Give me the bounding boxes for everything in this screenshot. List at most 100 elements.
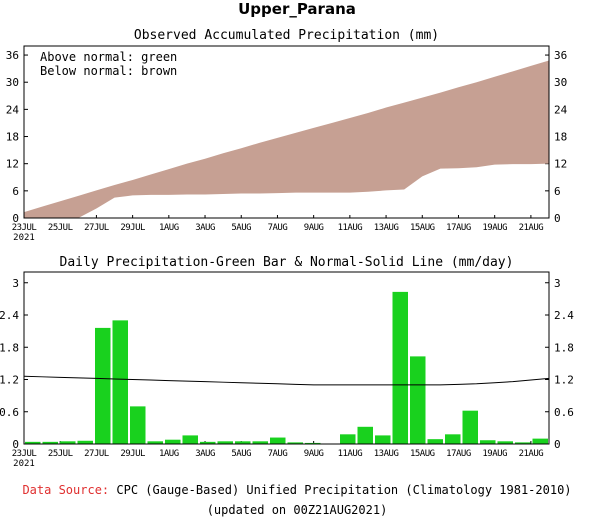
- y-tick-label-right: 12: [554, 158, 567, 171]
- updated-line: (updated on 00Z21AUG2021): [206, 503, 388, 517]
- x-tick-label: 5AUG: [231, 223, 251, 233]
- x-tick-label: 1AUG: [159, 223, 179, 233]
- y-tick-label-left: 0: [12, 438, 19, 451]
- x-tick-label: 3AUG: [195, 223, 215, 233]
- daily-bar: [60, 441, 76, 444]
- y-tick-label-right: 1.2: [554, 374, 574, 387]
- data-source-line: Data Source: CPC (Gauge-Based) Unified P…: [0, 483, 594, 497]
- x-tick-label: 17AUG: [446, 223, 471, 233]
- daily-bar: [25, 441, 41, 444]
- x-tick-label: 21AUG: [519, 449, 544, 459]
- y-tick-label-left: 0: [12, 212, 19, 225]
- y-tick-label-left: 18: [6, 131, 19, 144]
- x-tick-label: 15AUG: [410, 223, 435, 233]
- x-tick-label: 23JUL: [12, 223, 37, 233]
- y-tick-label-right: 3: [554, 277, 561, 290]
- plot-frame: [23, 271, 550, 445]
- daily-bar: [270, 437, 286, 444]
- x-year-label: 2021: [13, 233, 35, 243]
- daily-bar: [340, 434, 356, 444]
- x-tick-label: 19AUG: [482, 223, 507, 233]
- page-title: Upper_Parana: [238, 0, 356, 18]
- x-tick-label: 21AUG: [519, 223, 544, 233]
- daily-bar: [182, 435, 198, 444]
- x-tick-label: 25JUL: [48, 223, 73, 233]
- daily-bar: [77, 440, 93, 444]
- x-tick-label: 23JUL: [12, 449, 37, 459]
- daily-bar: [427, 439, 443, 444]
- x-year-label: 2021: [13, 459, 35, 469]
- chart-title: Observed Accumulated Precipitation (mm): [134, 28, 439, 43]
- daily-bar: [480, 440, 496, 444]
- x-tick-label: 5AUG: [231, 449, 251, 459]
- y-tick-label-left: 0.6: [0, 406, 19, 419]
- x-tick-label: 29JUL: [120, 449, 145, 459]
- plot-frame: [23, 45, 550, 219]
- x-tick-label: 25JUL: [48, 449, 73, 459]
- daily-bar: [217, 441, 233, 444]
- daily-bar: [287, 442, 303, 444]
- x-tick-label: 17AUG: [446, 449, 471, 459]
- daily-bar: [305, 442, 321, 444]
- x-tick-label: 13AUG: [374, 449, 399, 459]
- y-tick-label-left: 24: [6, 103, 20, 116]
- y-tick-label-right: 0.6: [554, 406, 574, 419]
- x-tick-label: 11AUG: [338, 449, 363, 459]
- daily-bar: [445, 434, 461, 444]
- daily-bar: [165, 439, 181, 444]
- x-tick-label: 7AUG: [268, 449, 288, 459]
- daily-bar: [235, 441, 251, 444]
- legend-text: Above normal: green: [40, 50, 177, 64]
- x-tick-label: 1AUG: [159, 449, 179, 459]
- x-tick-label: 29JUL: [120, 223, 145, 233]
- y-tick-label-left: 12: [6, 158, 19, 171]
- y-tick-label-right: 1.8: [554, 341, 574, 354]
- x-tick-label: 27JUL: [84, 223, 109, 233]
- y-tick-label-right: 6: [554, 185, 561, 198]
- normal-line: [23, 375, 550, 386]
- daily-bar: [147, 441, 163, 444]
- y-tick-label-left: 36: [6, 49, 19, 62]
- x-tick-label: 7AUG: [268, 223, 288, 233]
- data-source-label: Data Source:: [22, 483, 110, 497]
- chart-title: Daily Precipitation-Green Bar & Normal-S…: [60, 255, 514, 270]
- x-tick-label: 27JUL: [84, 449, 109, 459]
- y-tick-label-left: 1.2: [0, 374, 19, 387]
- x-tick-label: 3AUG: [195, 449, 215, 459]
- y-tick-label-right: 36: [554, 49, 567, 62]
- y-tick-label-left: 2.4: [0, 309, 19, 322]
- daily-bar: [497, 441, 513, 444]
- below-normal-area: [24, 60, 549, 219]
- daily-bar: [532, 438, 548, 444]
- x-tick-label: 9AUG: [304, 223, 324, 233]
- daily-bar: [42, 441, 58, 444]
- y-tick-label-left: 30: [6, 76, 19, 89]
- y-tick-label-right: 0: [554, 212, 561, 225]
- y-tick-label-left: 1.8: [0, 341, 19, 354]
- x-tick-label: 19AUG: [482, 449, 507, 459]
- daily-bar: [462, 410, 478, 444]
- legend-text: Below normal: brown: [40, 64, 177, 78]
- x-tick-label: 9AUG: [304, 449, 324, 459]
- daily-bar: [392, 291, 408, 444]
- y-tick-label-right: 30: [554, 76, 567, 89]
- daily-bar: [375, 435, 391, 444]
- daily-chart: Daily Precipitation-Green Bar & Normal-S…: [0, 255, 574, 469]
- daily-bar: [252, 441, 268, 444]
- daily-bar: [112, 320, 128, 444]
- y-tick-label-right: 0: [554, 438, 561, 451]
- daily-bar: [130, 406, 146, 444]
- daily-bar: [200, 441, 216, 444]
- daily-bar: [357, 426, 373, 444]
- x-tick-label: 13AUG: [374, 223, 399, 233]
- x-tick-label: 11AUG: [338, 223, 363, 233]
- y-tick-label-left: 6: [12, 185, 19, 198]
- y-tick-label-left: 3: [12, 277, 19, 290]
- y-tick-label-right: 24: [554, 103, 568, 116]
- y-tick-label-right: 2.4: [554, 309, 574, 322]
- accumulated-chart: Observed Accumulated Precipitation (mm) 2…: [6, 28, 568, 243]
- x-tick-label: 15AUG: [410, 449, 435, 459]
- data-source-text: CPC (Gauge-Based) Unified Precipitation …: [109, 483, 572, 497]
- y-tick-label-right: 18: [554, 131, 567, 144]
